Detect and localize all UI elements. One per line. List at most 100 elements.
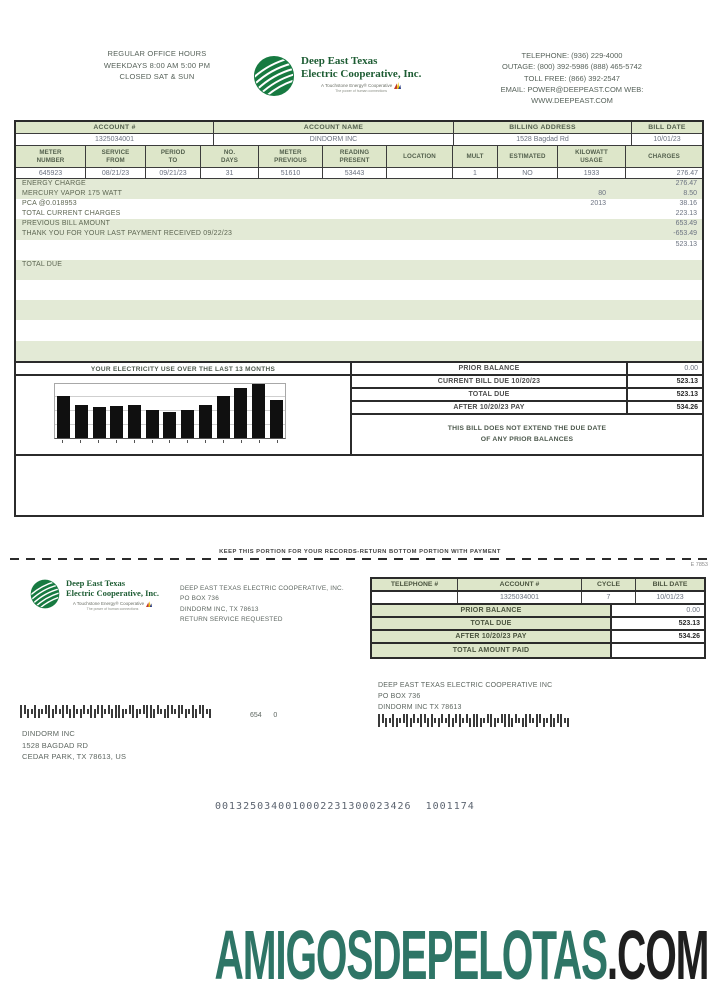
barcode-bar (135, 709, 138, 718)
charge-amount (606, 270, 702, 280)
charge-row: ENERGY CHARGE 276.47 (16, 179, 702, 190)
barcode-bar (149, 705, 152, 718)
barcode-bar (532, 718, 534, 723)
barcode-bar (34, 705, 36, 718)
stub-header-cell: ACCOUNT # (458, 579, 582, 590)
form-number: E 7853 (690, 562, 708, 568)
barcode-bar (514, 714, 517, 723)
text-line: OUTAGE: (800) 392-5986 (888) 465-5742 (502, 62, 642, 72)
barcode-bar (399, 718, 401, 723)
chart-axis-ticks (54, 440, 286, 443)
axis-tick (62, 440, 64, 443)
barcode-bar (62, 705, 64, 718)
usage-chart-body (16, 376, 350, 454)
barcode-bar (188, 709, 190, 714)
meter-header-line1: NO. (223, 148, 236, 156)
usage-chart-panel: YOUR ELECTRICITY USE OVER THE LAST 13 MO… (16, 363, 352, 454)
stub-summary-table: TELEPHONE # ACCOUNT # CYCLE BILL DATE 13250… (370, 577, 706, 659)
watermark-name: AMIGOSDEPELOTAS (214, 916, 608, 994)
barcode-bar (156, 705, 159, 714)
usage-bar (57, 396, 71, 438)
barcode-bar (402, 714, 405, 723)
account-header-cell: BILLING ADDRESS (454, 122, 632, 133)
prior-balance-value: 0.00 (626, 363, 702, 374)
meter-header-line2: TO (168, 156, 178, 164)
charge-label (16, 270, 520, 280)
usage-bar (181, 409, 195, 438)
charge-usage (520, 240, 606, 250)
charge-label (16, 341, 520, 351)
barcode-bar (381, 714, 384, 723)
charge-row (16, 250, 702, 260)
stub-row-label: AFTER 10/20/23 PAY (372, 631, 610, 642)
barcode-bar (392, 714, 394, 727)
barcode-bar (444, 718, 447, 723)
usage-bar (92, 407, 106, 438)
text-line: RETURN SERVICE REQUESTED (180, 615, 283, 623)
barcode-bar (476, 714, 478, 727)
usage-bar (269, 400, 283, 438)
axis-tick (98, 440, 100, 443)
stub-header-cell: BILL DATE (652, 581, 688, 588)
meter-value-cell: 09/21/23 (146, 168, 201, 178)
barcode-bar (69, 709, 71, 718)
barcode-bar (209, 709, 211, 718)
total-due-value: 523.13 (626, 389, 702, 400)
usage-bar (128, 405, 142, 438)
text-line: DINDORM INC, TX 78613 (180, 605, 259, 613)
prior-balance-label: PRIOR BALANCE (458, 365, 520, 372)
axis-tick (133, 440, 135, 443)
usage-bar (75, 404, 89, 438)
barcode-bar (535, 714, 538, 727)
stub-header-cell: CYCLE (582, 579, 636, 590)
charge-usage (520, 209, 606, 219)
stub-row-value: 523.13 (610, 618, 704, 629)
meter-value-cell: 276.47 (676, 169, 698, 177)
stub-table-values: 1325034001 7 10/01/23 (372, 592, 704, 605)
meter-header-row: METER NUMBER SERVICE FROM PERIOD TO NO. DAYS MET… (16, 146, 702, 168)
empty-message-box (16, 454, 702, 515)
bill-detail-box: ACCOUNT # ACCOUNT NAME BILLING ADDRESS BILL… (14, 120, 704, 517)
stub-company-logo: Deep East Texas Electric Cooperative, In… (30, 578, 159, 611)
barcode-bar (111, 709, 113, 718)
text-line: TELEPHONE: (936) 229-4000 (521, 51, 623, 60)
barcode-bar (409, 718, 412, 727)
account-value-cell: 1528 Bagdad Rd (454, 134, 632, 145)
touchstone-energy-icon (146, 600, 153, 607)
stub-value-cell: 10/01/23 (656, 594, 684, 601)
text-line: CEDAR PARK, TX 78613, US (22, 752, 127, 762)
meter-header-cell: PERIOD TO (146, 146, 201, 167)
charge-amount: 8.50 (683, 190, 697, 198)
barcode-bar (451, 718, 454, 727)
usage-bar (110, 406, 124, 438)
barcode-bar (195, 709, 197, 718)
barcode-bar (44, 705, 47, 714)
meter-header-line2: FROM (106, 156, 125, 164)
stub-amount-row: TOTAL AMOUNT PAID (372, 644, 704, 657)
barcode-bar (493, 718, 496, 727)
charge-row: PREVIOUS BILL AMOUNT 653.49 (16, 219, 702, 230)
barcode-bar (483, 718, 485, 723)
charge-amount: -653.49 (673, 230, 697, 238)
axis-tick (240, 440, 242, 443)
meter-header-line2: USAGE (580, 156, 603, 164)
barcode-bar (107, 705, 110, 714)
barcode-bar (556, 714, 559, 723)
barcode-bar (167, 705, 169, 718)
charge-row: MERCURY VAPOR 175 WATT 80 8.50 (16, 189, 702, 200)
axis-tick (151, 440, 153, 443)
after-due-date-row: AFTER 10/20/23 PAY 534.26 (352, 402, 702, 415)
filler-row (16, 330, 702, 340)
meter-header-cell: READING PRESENT (323, 146, 387, 167)
current-bill-due-row: CURRENT BILL DUE 10/20/23 523.13 (352, 376, 702, 389)
return-address-block: DEEP EAST TEXAS ELECTRIC COOPERATIVE, IN… (180, 584, 344, 625)
barcode-bar (76, 709, 78, 714)
charge-usage (520, 280, 606, 290)
barcode-bar (23, 705, 26, 714)
barcode-bar (388, 718, 391, 723)
barcode-bar (437, 718, 440, 727)
meter-value-cell: NO (498, 168, 558, 178)
barcode-bar (406, 714, 408, 727)
contact-info: TELEPHONE: (936) 229-4000 OUTAGE: (800) 3… (438, 50, 706, 106)
